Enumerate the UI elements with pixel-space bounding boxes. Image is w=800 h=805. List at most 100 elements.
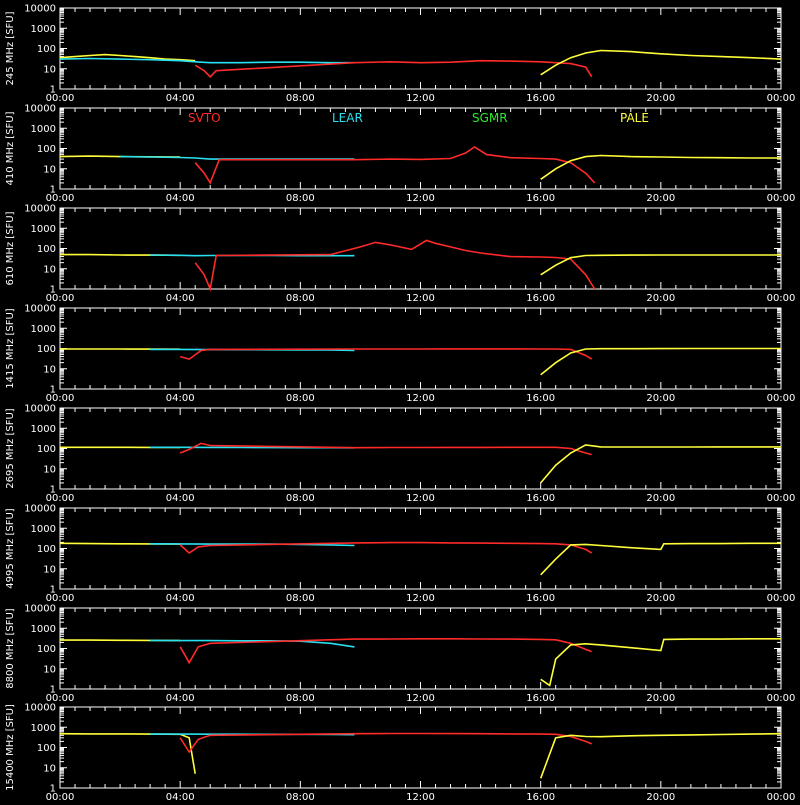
x-tick-label: 04:00 [166, 593, 195, 604]
legend-sgmr: SGMR [472, 111, 508, 125]
x-tick-label: 04:00 [166, 93, 195, 104]
y-tick-label: 1000 [31, 424, 56, 435]
x-tick-label: 12:00 [406, 792, 435, 800]
x-tick-label: 20:00 [646, 593, 675, 604]
x-tick-label: 16:00 [526, 693, 555, 704]
x-tick-label: 20:00 [646, 93, 675, 104]
x-tick-label: 08:00 [286, 193, 315, 204]
x-tick-label: 20:00 [646, 193, 675, 204]
x-tick-label: 20:00 [646, 493, 675, 504]
y-tick-label: 100 [37, 644, 56, 655]
x-tick-label: 00:00 [46, 593, 75, 604]
x-tick-label: 00:00 [767, 93, 796, 104]
x-tick-label: 04:00 [166, 393, 195, 404]
x-tick-label: 08:00 [286, 393, 315, 404]
series-svto [195, 240, 595, 289]
y-axis-label: 4995 MHz [SFU] [5, 508, 16, 589]
series-svto [180, 543, 592, 553]
x-tick-label: 16:00 [526, 593, 555, 604]
x-tick-label: 16:00 [526, 493, 555, 504]
y-tick-label: 100 [37, 144, 56, 155]
x-tick-label: 08:00 [286, 493, 315, 504]
panel-frame [60, 108, 781, 189]
x-tick-label: 00:00 [46, 93, 75, 104]
x-tick-label: 04:00 [166, 193, 195, 204]
y-tick-label: 1000 [31, 324, 56, 335]
y-tick-label: 10000 [24, 104, 56, 115]
x-tick-label: 20:00 [646, 293, 675, 304]
panel-frame [60, 208, 781, 289]
series-pale [60, 734, 195, 774]
panel-frame [60, 508, 781, 589]
y-tick-label: 10000 [24, 703, 56, 714]
x-tick-label: 16:00 [526, 93, 555, 104]
y-tick-label: 10 [43, 664, 56, 675]
y-tick-label: 1000 [31, 24, 56, 35]
x-tick-label: 04:00 [166, 792, 195, 800]
legend-svto: SVTO [188, 111, 221, 125]
series-svto [195, 147, 595, 183]
y-tick-label: 10 [43, 264, 56, 275]
y-tick-label: 10000 [24, 304, 56, 315]
y-axis-label: 2695 MHz [SFU] [5, 408, 16, 489]
y-tick-label: 10000 [24, 404, 56, 415]
series-pale [541, 51, 781, 75]
y-tick-label: 10 [43, 763, 56, 774]
y-tick-label: 100 [37, 344, 56, 355]
series-svto [180, 734, 592, 753]
x-tick-label: 16:00 [526, 792, 555, 800]
x-tick-label: 20:00 [646, 393, 675, 404]
x-tick-label: 00:00 [767, 593, 796, 604]
y-tick-label: 10000 [24, 604, 56, 615]
x-tick-label: 00:00 [46, 293, 75, 304]
y-tick-label: 10 [43, 64, 56, 75]
x-tick-label: 20:00 [646, 792, 675, 800]
x-tick-label: 04:00 [166, 293, 195, 304]
y-tick-label: 1000 [31, 723, 56, 734]
x-tick-label: 08:00 [286, 593, 315, 604]
y-tick-label: 10000 [24, 204, 56, 215]
y-tick-label: 100 [37, 544, 56, 555]
legend-lear: LEAR [332, 111, 363, 125]
y-tick-label: 100 [37, 743, 56, 754]
y-axis-label: 1415 MHz [SFU] [5, 308, 16, 389]
y-tick-label: 10 [43, 364, 56, 375]
x-tick-label: 12:00 [406, 393, 435, 404]
y-tick-label: 10000 [24, 4, 56, 15]
y-tick-label: 10000 [24, 504, 56, 515]
series-pale [541, 445, 781, 483]
x-tick-label: 00:00 [46, 193, 75, 204]
y-tick-label: 100 [37, 244, 56, 255]
x-tick-label: 00:00 [767, 693, 796, 704]
legend-pale: PALE [620, 111, 649, 125]
x-tick-label: 00:00 [767, 193, 796, 204]
x-tick-label: 00:00 [767, 293, 796, 304]
x-tick-label: 12:00 [406, 93, 435, 104]
x-tick-label: 16:00 [526, 393, 555, 404]
x-tick-label: 04:00 [166, 693, 195, 704]
y-tick-label: 1000 [31, 124, 56, 135]
x-tick-label: 12:00 [406, 293, 435, 304]
x-tick-label: 16:00 [526, 193, 555, 204]
y-axis-label: 15400 MHz [SFU] [5, 704, 16, 791]
y-axis-label: 410 MHz [SFU] [5, 111, 16, 185]
x-tick-label: 12:00 [406, 493, 435, 504]
y-tick-label: 10 [43, 464, 56, 475]
x-tick-label: 08:00 [286, 792, 315, 800]
y-axis-label: 610 MHz [SFU] [5, 211, 16, 285]
x-tick-label: 00:00 [46, 493, 75, 504]
panel-frame [60, 608, 781, 689]
series-lear [120, 157, 354, 160]
series-lear [60, 59, 354, 63]
y-tick-label: 100 [37, 444, 56, 455]
